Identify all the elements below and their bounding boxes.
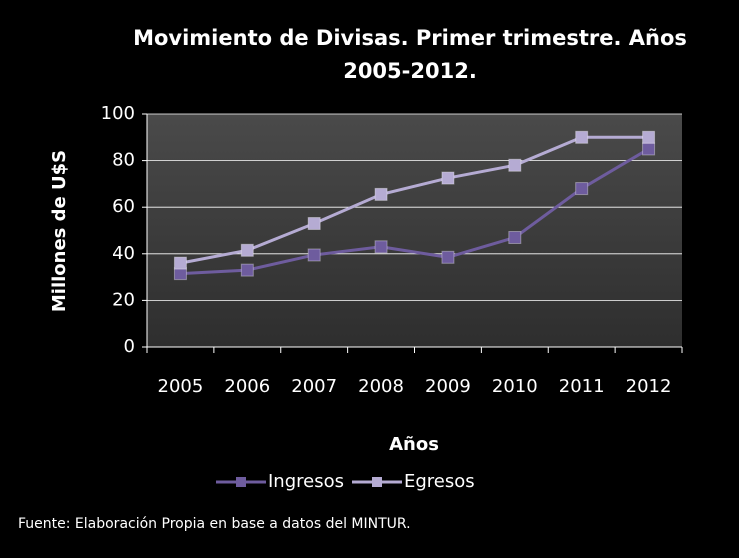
legend-marker bbox=[236, 477, 246, 487]
x-tick-label: 2005 bbox=[158, 376, 204, 397]
y-tick-label: 0 bbox=[124, 336, 135, 357]
x-tick-label: 2008 bbox=[358, 376, 404, 397]
x-tick-label: 2012 bbox=[626, 376, 672, 397]
plot-area bbox=[147, 114, 682, 347]
point-marker bbox=[307, 248, 321, 262]
y-tick-label: 40 bbox=[112, 243, 135, 264]
x-tick-label: 2010 bbox=[492, 376, 538, 397]
footnote: Fuente: Elaboración Propia en base a dat… bbox=[18, 516, 411, 532]
x-tick-label: 2006 bbox=[224, 376, 270, 397]
x-axis-title: Años bbox=[389, 434, 439, 455]
series-line bbox=[180, 135, 649, 265]
y-tick-label: 60 bbox=[112, 196, 135, 217]
y-tick-label: 80 bbox=[112, 150, 135, 171]
x-tick-label: 2007 bbox=[291, 376, 337, 397]
point-marker bbox=[575, 130, 589, 144]
point-marker bbox=[307, 217, 321, 231]
x-tick-label: 2011 bbox=[559, 376, 605, 397]
point-marker bbox=[441, 250, 455, 264]
legend-label: Ingresos bbox=[268, 471, 344, 492]
point-marker bbox=[173, 256, 187, 270]
y-tick-label: 20 bbox=[112, 289, 135, 310]
point-marker bbox=[240, 243, 254, 257]
point-marker bbox=[374, 187, 388, 201]
point-marker bbox=[374, 240, 388, 254]
point-marker bbox=[575, 182, 589, 196]
y-axis-title: Millones de U$S bbox=[49, 150, 70, 312]
legend-label: Egresos bbox=[404, 471, 475, 492]
y-tick-label: 100 bbox=[101, 103, 135, 124]
chart-title: Movimiento de Divisas. Primer trimestre.… bbox=[133, 26, 687, 83]
legend-marker bbox=[372, 477, 382, 487]
point-marker bbox=[441, 171, 455, 185]
point-marker bbox=[642, 130, 656, 144]
point-marker bbox=[642, 142, 656, 156]
x-tick-label: 2009 bbox=[425, 376, 471, 397]
point-marker bbox=[508, 230, 522, 244]
series-line bbox=[180, 147, 650, 276]
point-marker bbox=[240, 263, 254, 277]
point-marker bbox=[508, 158, 522, 172]
